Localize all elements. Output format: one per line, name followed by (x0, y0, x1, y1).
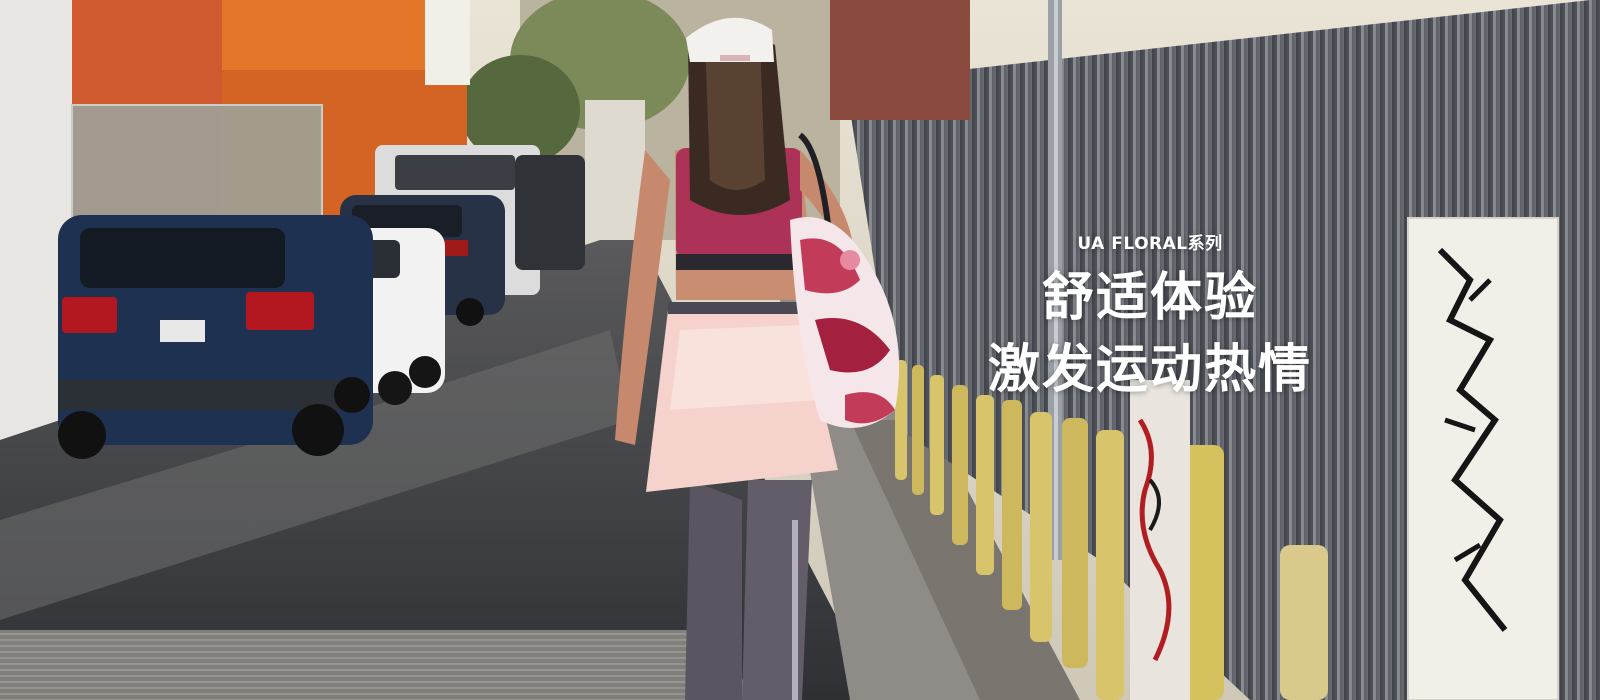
hero-copy: UA FLORAL系列 舒适体验 激发运动热情 (960, 232, 1340, 406)
yellow-bollards (895, 360, 1328, 700)
headline-line-2: 激发运动热情 (987, 340, 1312, 400)
headline-line-1: 舒适体验 (1041, 268, 1258, 328)
street (0, 100, 1080, 700)
walking-woman (615, 17, 900, 700)
collection-label: UA FLORAL系列 (1077, 234, 1223, 254)
parked-cars (58, 145, 585, 459)
graffiti-post (1130, 217, 1559, 700)
